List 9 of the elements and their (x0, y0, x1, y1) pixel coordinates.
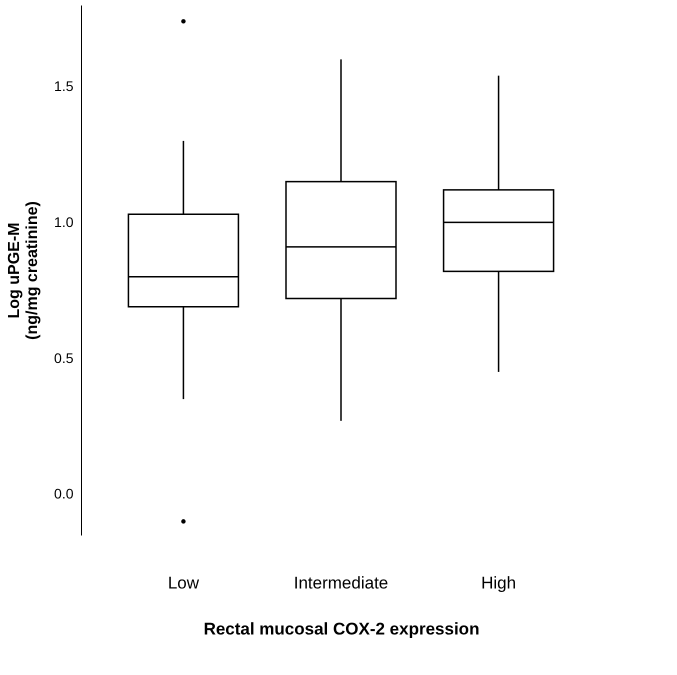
x-tick-label: Low (168, 574, 200, 592)
y-tick-label: 1.5 (54, 78, 74, 94)
x-tick-label: High (481, 574, 516, 592)
x-tick-label: Intermediate (294, 574, 388, 592)
x-axis-title: Rectal mucosal COX-2 expression (204, 620, 480, 638)
y-axis-title: Log uPGE-M (ng/mg creatinine) (6, 201, 42, 340)
y-tick-label: 0.0 (54, 486, 74, 502)
y-tick-label: 0.5 (54, 350, 74, 366)
y-tick-label: 1.0 (54, 214, 74, 230)
